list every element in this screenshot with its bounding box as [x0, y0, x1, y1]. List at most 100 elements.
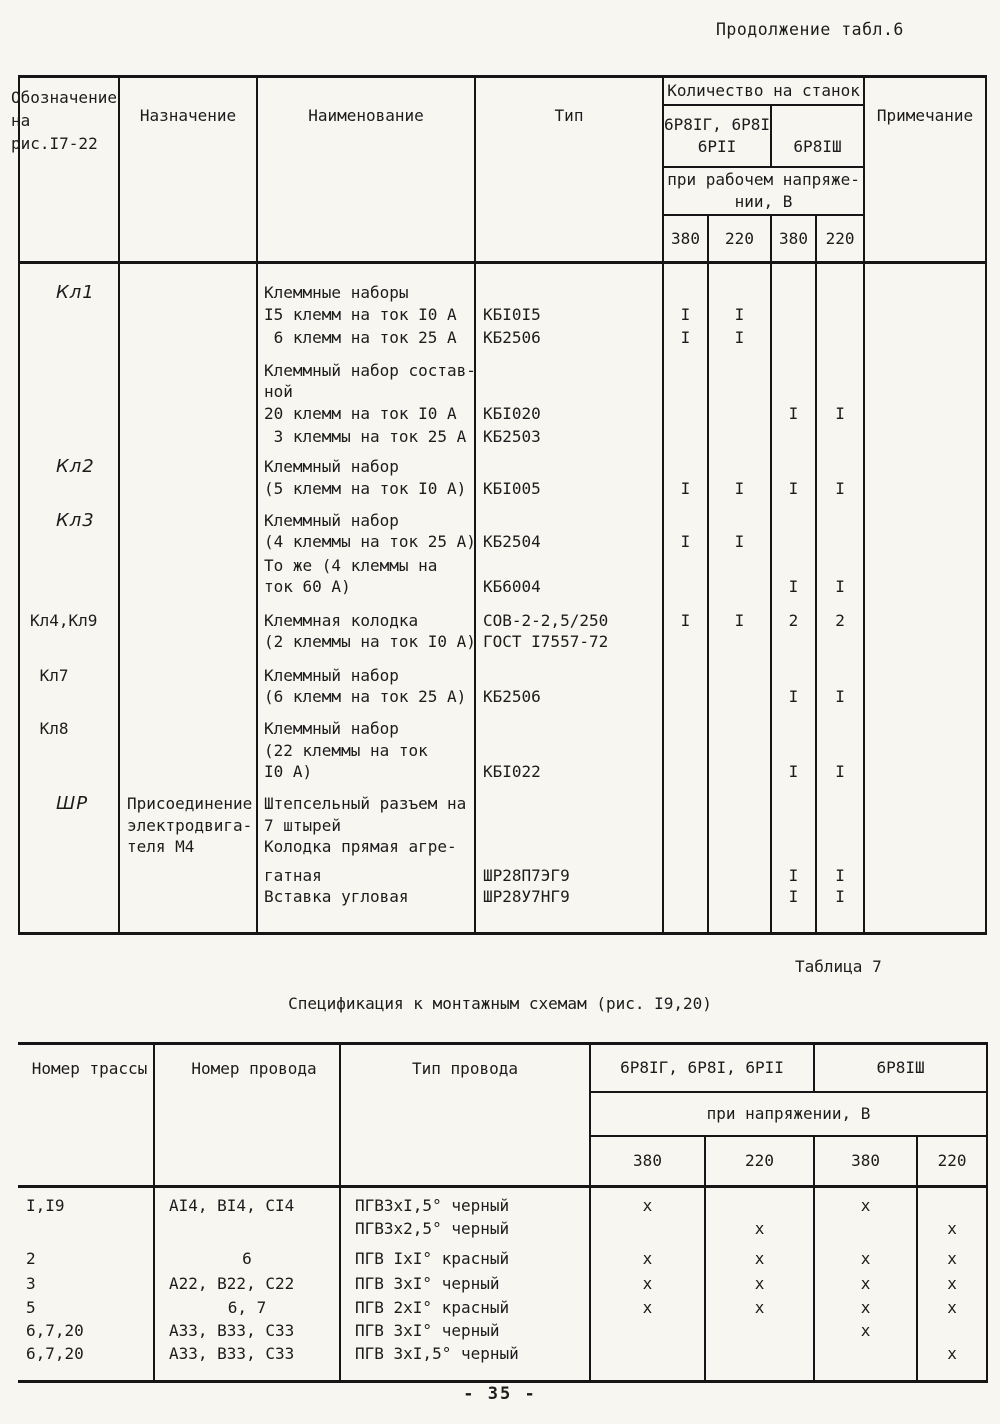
table-cell: ПГВ IхI° красный [340, 1238, 591, 1269]
table-cell-empty [663, 651, 709, 686]
table-cell-empty [771, 835, 817, 857]
table-cell: I [816, 856, 866, 886]
table-row: 3 клеммы на ток 25 А КБ2503 [19, 423, 986, 447]
page-number: - 35 - [463, 1384, 537, 1404]
table-cell-empty [257, 906, 476, 934]
col-header-models-a: 6Р8IГ, 6Р8I, 6РII [590, 1043, 816, 1093]
table-cell-empty [119, 262, 258, 303]
table-cell: 6 [154, 1238, 341, 1269]
table-cell-empty [864, 707, 986, 739]
table-cell: ГОСТ I7557-72 [475, 630, 664, 652]
table-cell-empty [475, 906, 664, 934]
table-cell: ПГВ3х2,5° черный [340, 1215, 591, 1239]
table-cell-empty [119, 302, 258, 325]
table-cell-empty [663, 262, 709, 303]
table-cell-empty [705, 1340, 816, 1364]
table-cell-empty [708, 651, 772, 686]
table-cell-empty [663, 401, 709, 424]
table-cell: (5 клемм на ток I0 А) [257, 476, 476, 499]
table-cell-empty [816, 551, 866, 576]
table-cell-empty [119, 530, 258, 552]
table-cell-empty [771, 651, 817, 686]
table-cell-empty [705, 1186, 816, 1216]
table6-equipment: Обозначение на рис.I7-22 Назначение Наим… [11, 75, 988, 935]
table-cell: х [947, 1297, 957, 1317]
table-cell: Клеммный набор [257, 651, 476, 686]
table-cell-empty [771, 781, 817, 814]
table-cell-empty [663, 706, 709, 739]
table-row: То же (4 клеммы на [19, 551, 986, 576]
table-cell-empty [19, 530, 120, 552]
table7-header: Номер трассы Номер провода Тип провода 6… [18, 1043, 988, 1187]
table-cell: КБ2506 [475, 324, 664, 348]
col-header-qty-group: Количество на станок [663, 76, 866, 106]
table-cell: ШР28П7ЭГ9 [475, 856, 664, 886]
table-cell-empty [119, 885, 258, 907]
table-cell: х [947, 1218, 957, 1238]
table-row: 20 клемм на ток I0 А КБI020 I I [19, 401, 986, 424]
table-cell: I [816, 401, 866, 424]
table-cell-empty [708, 446, 772, 477]
table-cell-empty [590, 1215, 706, 1239]
table-cell-empty [119, 347, 258, 381]
table-cell-empty [864, 814, 986, 836]
table-row: I5 клемм на ток I0 А КБI0I5 I I [19, 302, 986, 325]
table-cell: 6,7,20 [18, 1340, 155, 1364]
table-cell-empty [119, 685, 258, 707]
col-header-models-a: 6Р8IГ, 6Р8I 6РII [663, 104, 772, 168]
table-cell-empty [119, 651, 258, 686]
table-cell: I [771, 856, 817, 886]
col-header-v220a: 220 [705, 1135, 816, 1187]
table-cell-empty [19, 906, 120, 934]
table-cell-empty [708, 347, 772, 381]
col-header-route: Номер трассы [18, 1043, 155, 1187]
table-cell-empty [19, 760, 120, 782]
table-cell-empty [864, 686, 986, 707]
col-header-name: Наименование [257, 76, 476, 263]
table-cell-empty [864, 552, 986, 576]
table-cell-empty [816, 380, 866, 402]
table-cell-empty [917, 1364, 987, 1382]
table-cell: Клеммный набор [257, 498, 476, 531]
table-cell-empty [663, 551, 709, 576]
col-header-v380b: 380 [771, 214, 817, 263]
table-cell-empty [119, 551, 258, 576]
table-cell-empty [119, 906, 258, 934]
table-cell-empty [663, 885, 709, 907]
table-cell-empty [119, 575, 258, 597]
table-cell-empty [816, 530, 866, 552]
table-cell: теля М4 [119, 835, 258, 857]
table-cell-empty [708, 856, 772, 886]
table-cell-empty [663, 380, 709, 402]
table-cell-empty [814, 1363, 919, 1382]
table-cell-empty [771, 630, 817, 652]
table-cell-empty [708, 760, 772, 782]
table-cell-empty [475, 738, 664, 761]
table6-header: Обозначение на рис.I7-22 Назначение Наим… [11, 76, 987, 263]
table-row: Кл7 Клеммный набор [19, 651, 986, 686]
table-cell-empty [19, 813, 120, 836]
table-cell-empty [19, 423, 120, 447]
table-cell: А22, В22, С22 [154, 1268, 341, 1294]
table-cell-empty [708, 551, 772, 576]
table-cell-empty [154, 1363, 341, 1382]
table-cell: I [708, 530, 772, 552]
table-cell-empty [19, 630, 120, 652]
table-cell: I [816, 575, 866, 597]
table-cell-empty [708, 906, 772, 934]
table-row: электродвига- 7 штырей [19, 813, 986, 836]
table7-caption: Таблица 7 [795, 957, 882, 976]
table-cell-empty [771, 347, 817, 381]
table-cell: I [663, 302, 709, 325]
table-cell-empty [19, 302, 120, 325]
table-cell: Кл2 [19, 446, 120, 477]
table-row: Кл3 Клеммный набор [19, 498, 986, 531]
table-cell-empty [663, 347, 709, 381]
table-cell-empty [816, 262, 866, 303]
table-cell: I [771, 476, 817, 499]
table-cell-empty [771, 530, 817, 552]
table-cell: 2 [771, 596, 817, 631]
table-cell-empty [771, 262, 817, 303]
table-cell-empty [119, 446, 258, 477]
table-cell-empty [475, 835, 664, 857]
